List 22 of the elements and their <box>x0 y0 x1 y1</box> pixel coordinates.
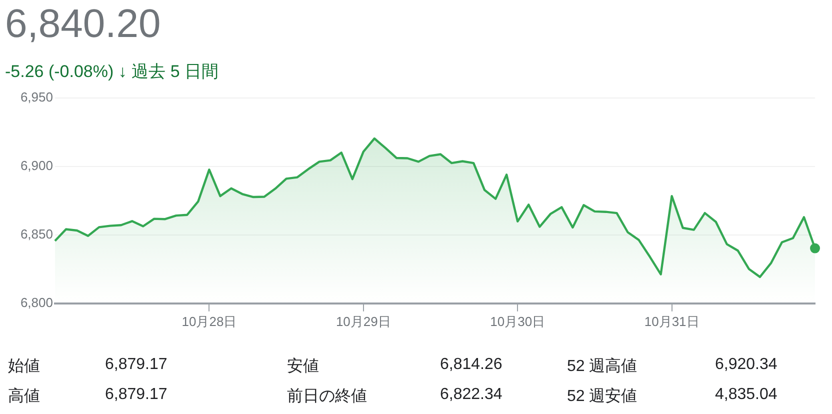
text: 6,879.17 <box>105 386 168 404</box>
y-tick-label: 6,850 <box>20 226 53 242</box>
x-tick-label: 10月29日 <box>336 314 391 329</box>
text: 6,920.34 <box>715 356 778 374</box>
y-tick-label: 6,950 <box>20 89 53 104</box>
text: 6,879.17 <box>105 356 168 374</box>
text: 52 週高値 <box>567 356 638 377</box>
text: 高値 <box>8 386 40 407</box>
y-tick-label: 6,900 <box>20 158 53 173</box>
chart-subtitle: -5.26 (-0.08%) ↓ 過去 5 日間 <box>5 61 219 83</box>
chart-title: 6,840.20 <box>5 1 161 48</box>
text: 52 週安値 <box>567 386 638 407</box>
y-tick-label: 6,800 <box>20 294 53 310</box>
text: 前日の終値 <box>287 387 367 407</box>
text: 安値 <box>287 356 319 377</box>
x-tick-label: 10月30日 <box>490 314 546 329</box>
text: 始値 <box>8 357 40 377</box>
x-tick-label: 10月31日 <box>644 314 700 329</box>
text: 6,822.34 <box>440 386 502 404</box>
text: 6,814.26 <box>440 356 502 374</box>
x-tick-label: 10月28日 <box>182 314 237 329</box>
text: 4,835.04 <box>715 386 778 404</box>
